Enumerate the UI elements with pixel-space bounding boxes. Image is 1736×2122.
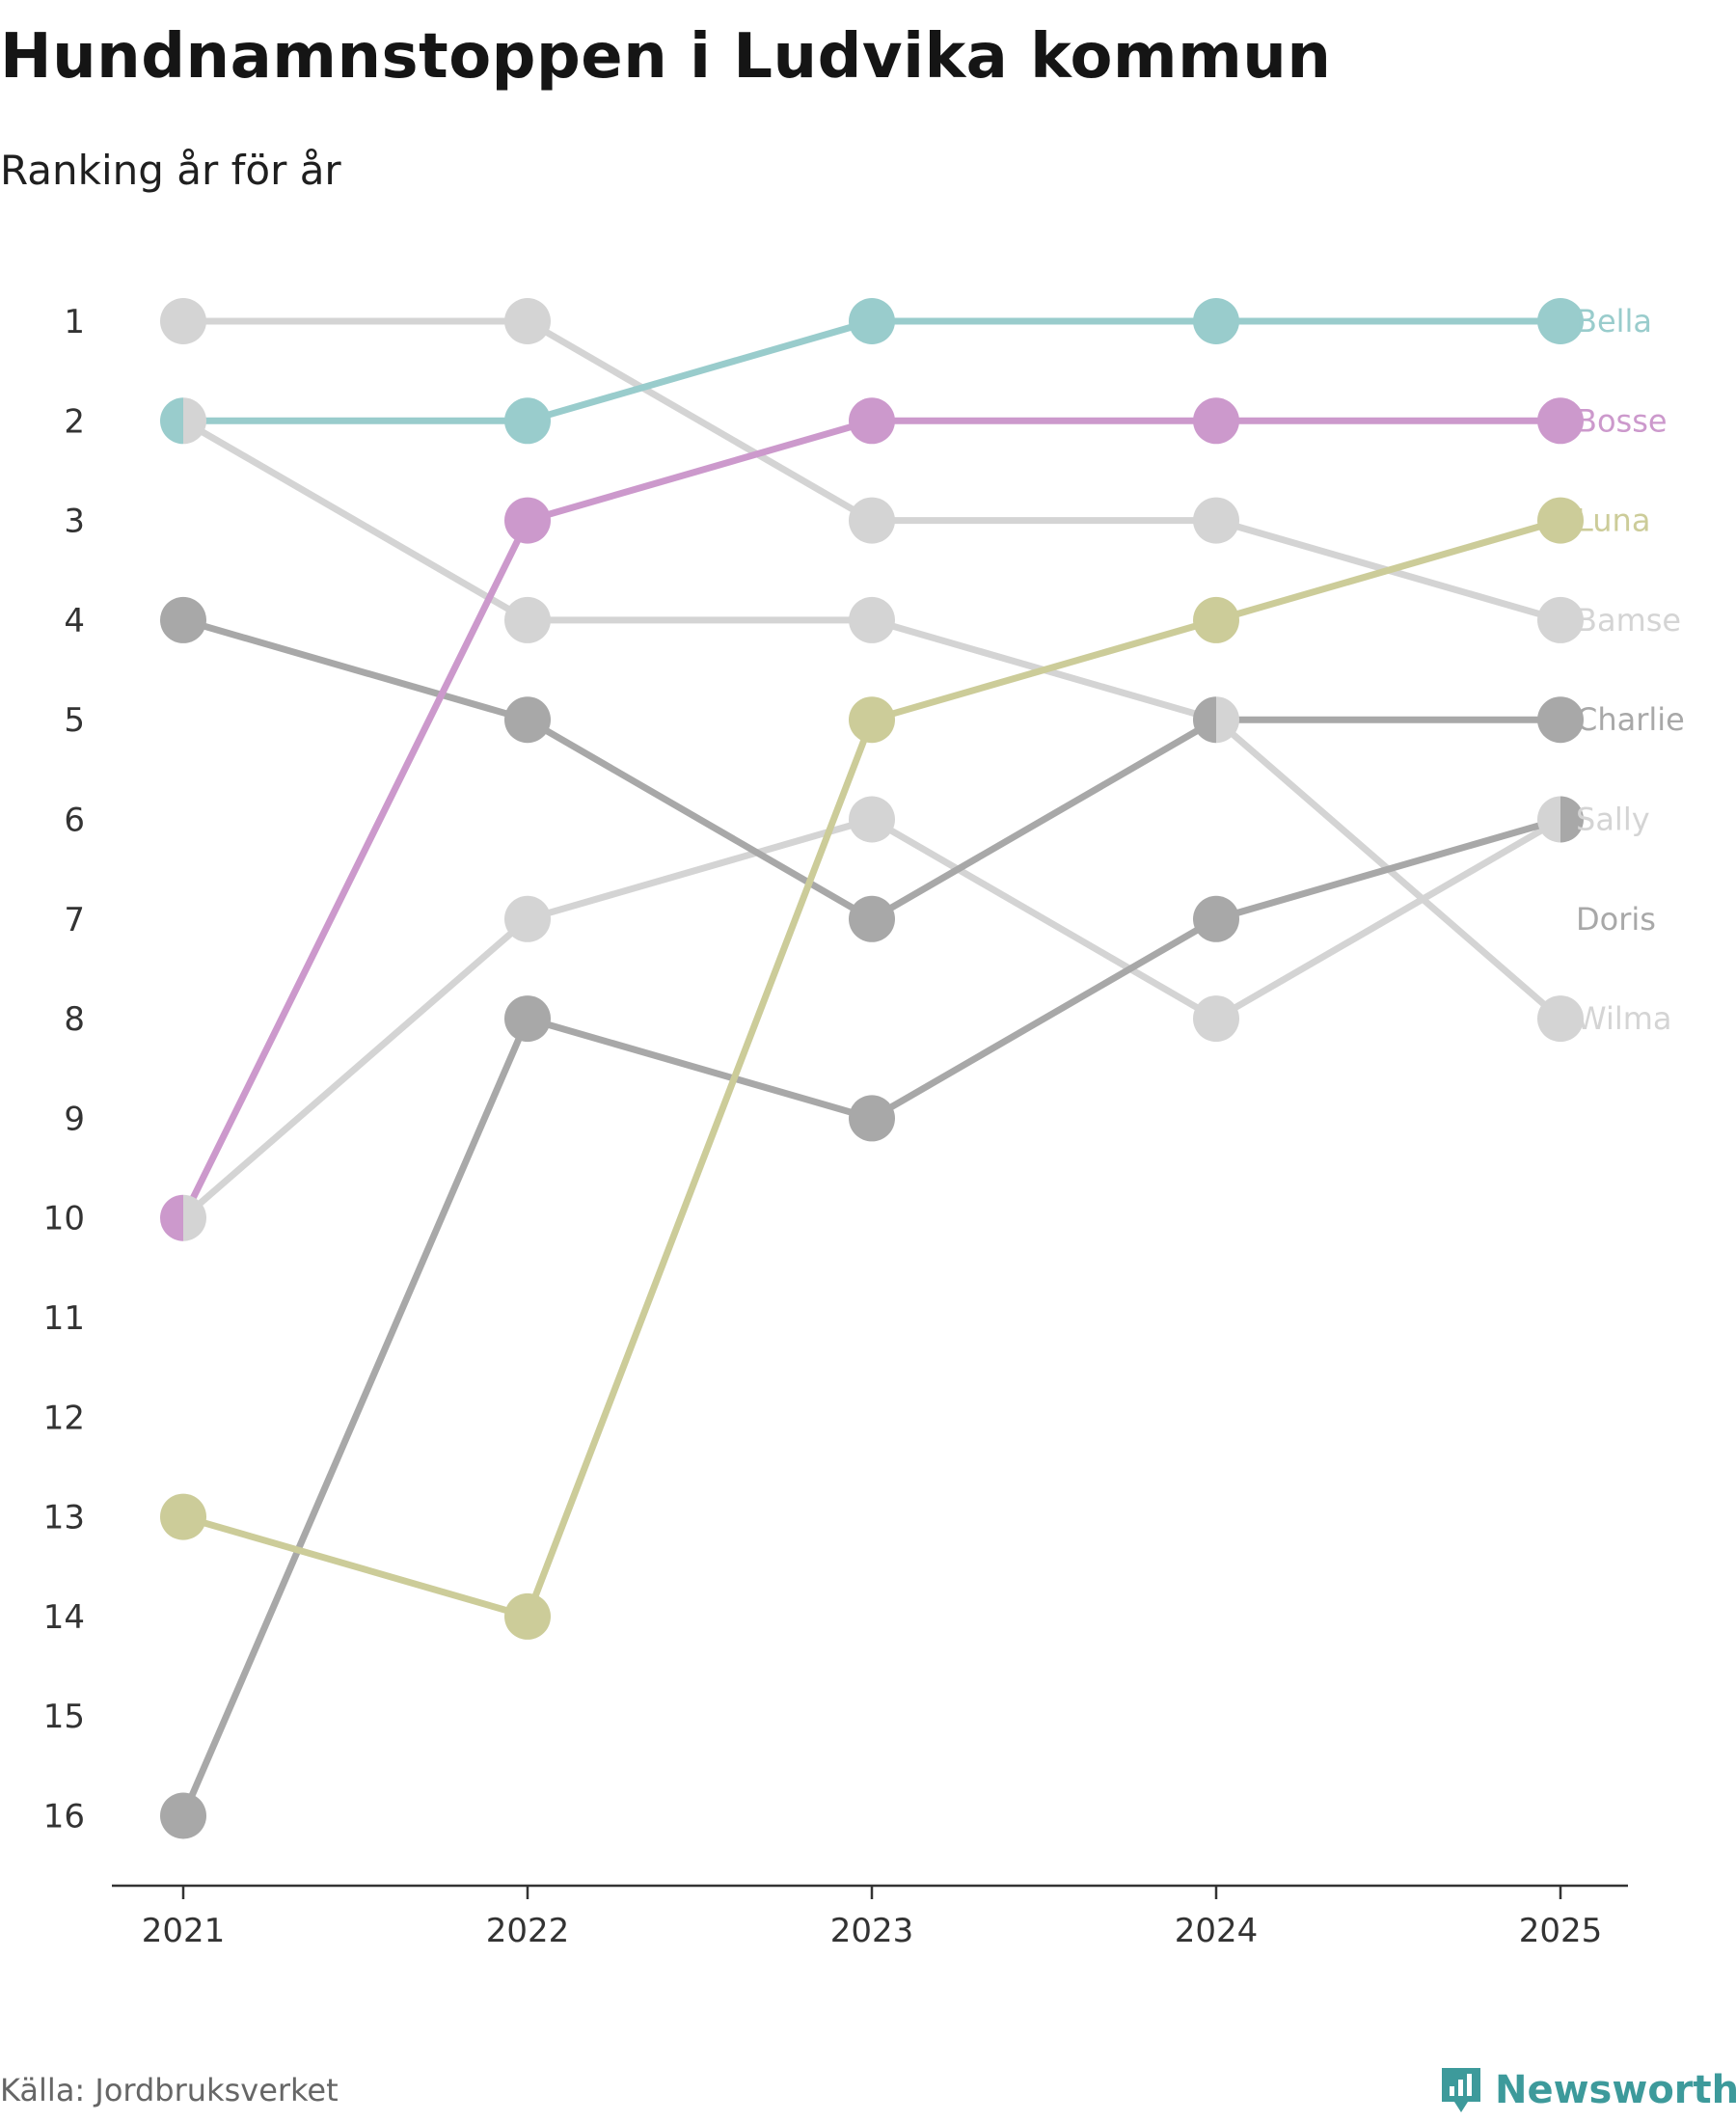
point-wilma-2021 bbox=[183, 397, 206, 445]
point-wilma-2022 bbox=[504, 596, 551, 643]
point-bosse-2023 bbox=[849, 397, 895, 445]
end-label-bella: Bella bbox=[1576, 303, 1652, 340]
y-tick-label: 2 bbox=[64, 402, 85, 441]
point-bella-2021 bbox=[160, 397, 183, 445]
bar-chart-speech-bubble-icon bbox=[1442, 2068, 1480, 2112]
brand-logo: Newsworthy bbox=[1439, 2065, 1736, 2115]
point-luna-2023 bbox=[849, 696, 895, 744]
end-labels: Bella Bosse Luna Bamse Charlie Sally Doris Wilm… bbox=[1576, 303, 1685, 1037]
point-wilma-2025 bbox=[1537, 995, 1584, 1043]
point-sally-2022 bbox=[504, 895, 551, 942]
point-doris-2021 bbox=[160, 1792, 206, 1839]
series-line-luna bbox=[179, 517, 1564, 1620]
point-charlie-2022 bbox=[504, 696, 551, 744]
y-tick-label: 7 bbox=[64, 901, 85, 939]
point-doris-2025 bbox=[1560, 796, 1585, 843]
point-bosse-2024 bbox=[1193, 397, 1239, 445]
source-note: Källa: Jordbruksverket bbox=[0, 2072, 339, 2108]
x-tick-label: 2021 bbox=[142, 1912, 226, 1950]
point-bella-2023 bbox=[849, 298, 895, 344]
y-tick-label: 8 bbox=[64, 1000, 85, 1039]
point-charlie-2025 bbox=[1537, 696, 1584, 744]
brand-name: Newsworthy bbox=[1495, 2068, 1736, 2112]
point-bella-2022 bbox=[504, 397, 551, 445]
series-line-charlie bbox=[179, 616, 1564, 923]
point-bella-2025 bbox=[1537, 298, 1584, 344]
series-line-bamse bbox=[179, 317, 1564, 624]
point-charlie-2021 bbox=[160, 596, 206, 643]
point-luna-2025 bbox=[1537, 497, 1584, 544]
point-luna-2024 bbox=[1193, 596, 1239, 643]
point-bamse-2024 bbox=[1193, 497, 1239, 544]
y-tick-label: 14 bbox=[43, 1598, 85, 1637]
point-luna-2022 bbox=[504, 1592, 551, 1640]
y-tick-label: 13 bbox=[43, 1499, 85, 1537]
point-doris-2022 bbox=[504, 995, 551, 1043]
point-charlie-2023 bbox=[849, 895, 895, 942]
y-tick-label: 16 bbox=[43, 1798, 85, 1836]
chart-title: Hundnamnstoppen i Ludvika kommun bbox=[0, 21, 1332, 93]
point-bosse-2022 bbox=[504, 497, 551, 544]
point-doris-2024 bbox=[1193, 895, 1239, 942]
point-sally-2024 bbox=[1193, 995, 1239, 1043]
point-wilma-2024 bbox=[1216, 696, 1239, 744]
point-bosse-2025 bbox=[1537, 397, 1584, 445]
point-sally-2025 bbox=[1537, 796, 1560, 843]
y-tick-label: 12 bbox=[43, 1399, 85, 1437]
y-tick-label: 3 bbox=[64, 503, 85, 541]
chart-subtitle: Ranking år för år bbox=[0, 147, 341, 194]
point-wilma-2023 bbox=[849, 596, 895, 643]
end-label-bosse: Bosse bbox=[1576, 402, 1668, 439]
series-line-doris bbox=[179, 816, 1564, 1819]
y-tick-label: 10 bbox=[43, 1200, 85, 1238]
y-tick-label: 11 bbox=[43, 1299, 85, 1338]
x-tick-label: 2024 bbox=[1175, 1912, 1259, 1950]
y-tick-label: 1 bbox=[64, 303, 85, 341]
end-label-doris: Doris bbox=[1576, 901, 1656, 938]
end-label-wilma: Wilma bbox=[1576, 1000, 1672, 1037]
y-tick-label: 9 bbox=[64, 1100, 85, 1138]
point-charlie-2024 bbox=[1193, 696, 1216, 744]
y-tick-label: 15 bbox=[43, 1698, 85, 1736]
point-bamse-2021 bbox=[160, 298, 206, 344]
end-label-sally: Sally bbox=[1576, 802, 1650, 838]
y-tick-label: 5 bbox=[64, 701, 85, 740]
y-tick-label: 4 bbox=[64, 602, 85, 640]
point-luna-2021 bbox=[160, 1493, 206, 1540]
point-bamse-2023 bbox=[849, 497, 895, 544]
end-label-charlie: Charlie bbox=[1576, 701, 1685, 738]
x-tick-label: 2022 bbox=[486, 1912, 570, 1950]
point-doris-2023 bbox=[849, 1095, 895, 1142]
point-bosse-2021 bbox=[160, 1194, 183, 1241]
point-sally-2023 bbox=[849, 796, 895, 843]
series-points bbox=[160, 298, 1585, 1839]
end-label-bamse: Bamse bbox=[1576, 602, 1681, 639]
x-tick-label: 2023 bbox=[830, 1912, 914, 1950]
point-bamse-2025 bbox=[1537, 596, 1584, 643]
x-tick-label: 2025 bbox=[1519, 1912, 1603, 1950]
point-sally-2021 bbox=[183, 1194, 206, 1241]
point-bella-2024 bbox=[1193, 298, 1239, 344]
x-axis: 2021 2022 2023 2024 2025 bbox=[112, 1884, 1628, 1950]
end-label-luna: Luna bbox=[1576, 503, 1650, 539]
point-bamse-2022 bbox=[504, 298, 551, 344]
y-tick-label: 6 bbox=[64, 802, 85, 840]
series-lines bbox=[179, 317, 1564, 1819]
